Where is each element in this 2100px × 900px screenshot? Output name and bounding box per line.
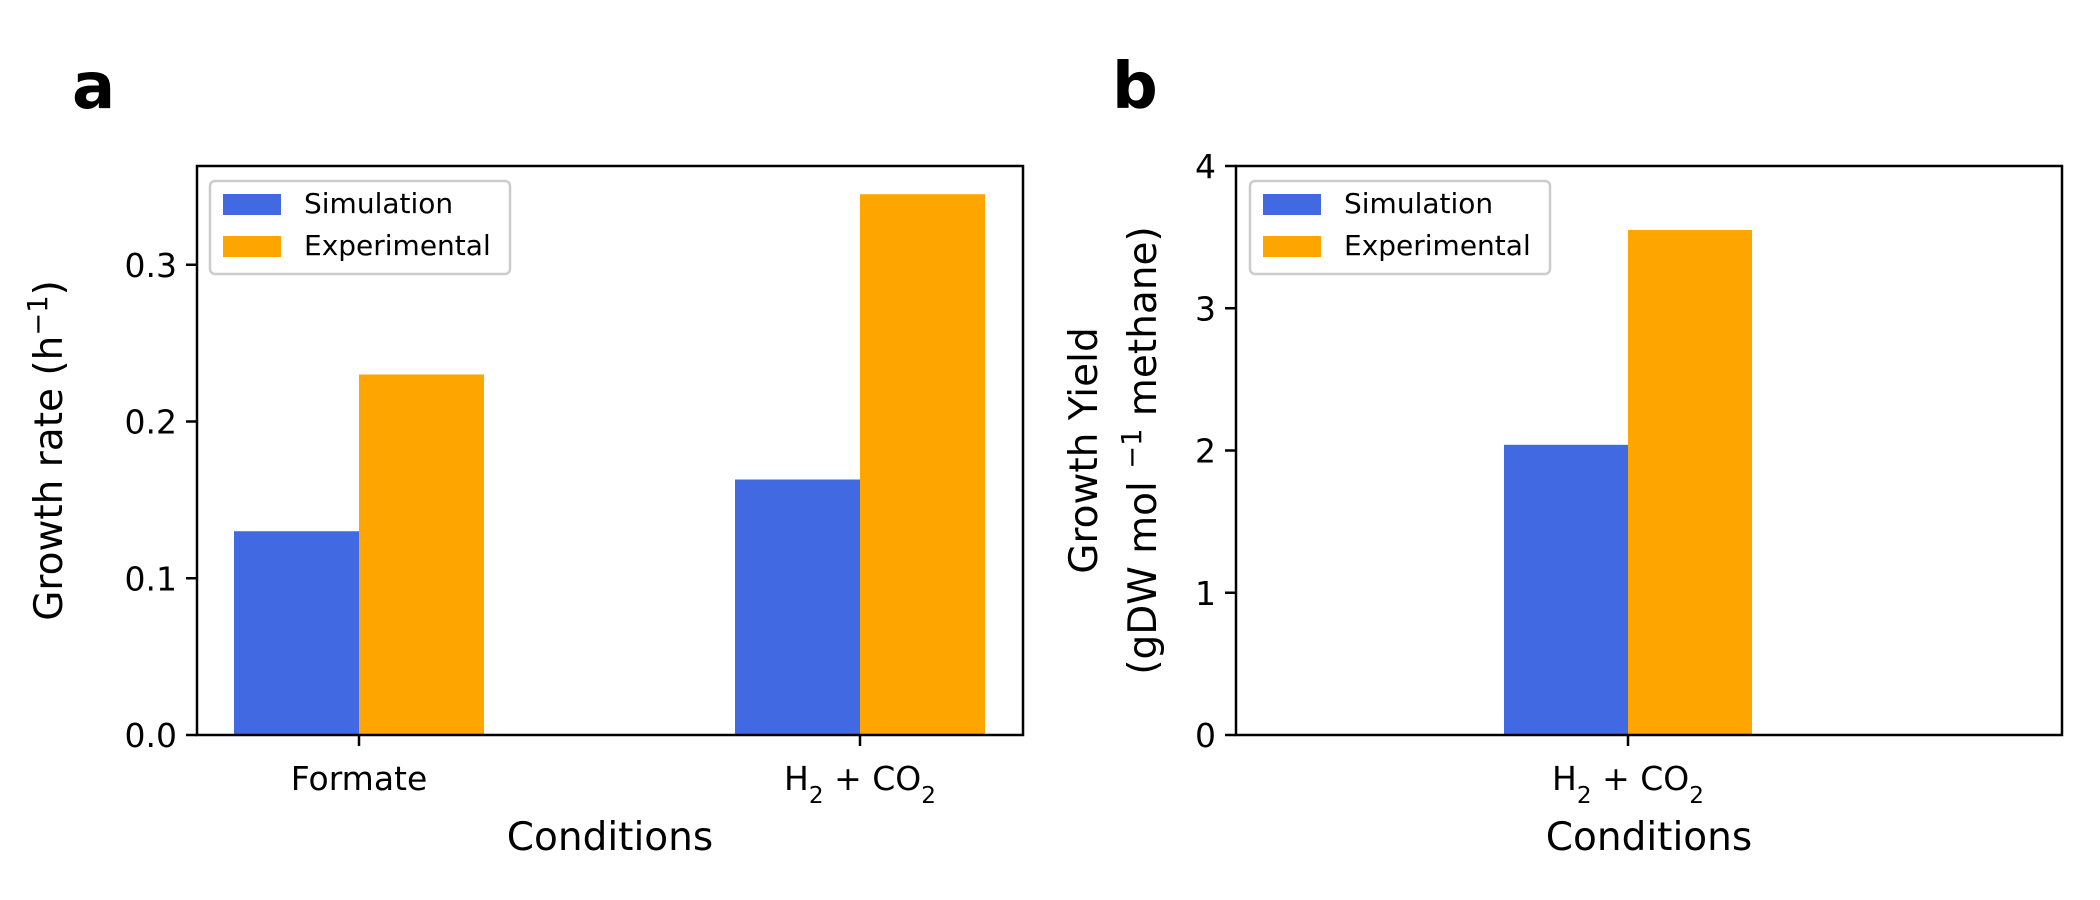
y-tick-label: 0.0 [125,716,177,755]
legend-label-simulation: Simulation [1344,187,1493,220]
legend: Simulation Experimental [1248,179,1552,276]
bar-experimental-2 [860,194,985,736]
y-tick-label: 4 [1195,147,1216,186]
bar-simulation-1 [1504,444,1628,735]
y-axis-label: Growth rate (h−1) [23,280,73,621]
panel-label: b [1112,50,1158,124]
y-axis-label-line2: (gDW mol −1 methane) [1117,226,1167,675]
y-tick-label: 0.1 [125,559,177,598]
x-axis-label: Conditions [507,815,713,860]
x-tick-label: Formate [291,759,428,798]
legend: Simulation Experimental [208,179,512,276]
legend-frame [1248,179,1552,276]
legend-label-experimental: Experimental [304,229,491,262]
y-tick-label: 0 [1195,716,1216,755]
chart-panel-b: b 0 1 2 3 4 H2 + CO2 Conditions Growth Yield (gDW… [1062,50,2064,860]
legend-label-experimental: Experimental [1344,229,1531,262]
bar-simulation-2 [735,479,860,735]
legend-swatch-simulation [223,194,281,215]
legend-label-simulation: Simulation [304,187,453,220]
legend-swatch-simulation [1263,194,1321,215]
legend-swatch-experimental [1263,236,1321,257]
y-tick-label: 0.3 [125,246,177,285]
bar-simulation-1 [234,531,359,735]
x-tick-label: H2 + CO2 [784,759,936,809]
x-tick-label: H2 + CO2 [1552,759,1704,809]
y-tick-label: 1 [1195,574,1216,613]
panel-label: a [72,50,115,124]
y-tick-label: 0.2 [125,403,177,442]
axes-frame [195,164,1025,737]
y-axis-label-line1: Growth Yield [1062,327,1107,573]
bar-experimental-1 [359,374,484,735]
y-tick-label: 3 [1195,289,1216,328]
chart-panel-a: a 0.0 0.1 0.2 0.3 Formate H2 + CO2 Conditions Gr… [23,50,1025,860]
y-tick-label: 2 [1195,432,1216,471]
bar-experimental-1 [1628,230,1752,735]
legend-frame [208,179,512,276]
x-axis-label: Conditions [1546,815,1752,860]
legend-swatch-experimental [223,236,281,257]
